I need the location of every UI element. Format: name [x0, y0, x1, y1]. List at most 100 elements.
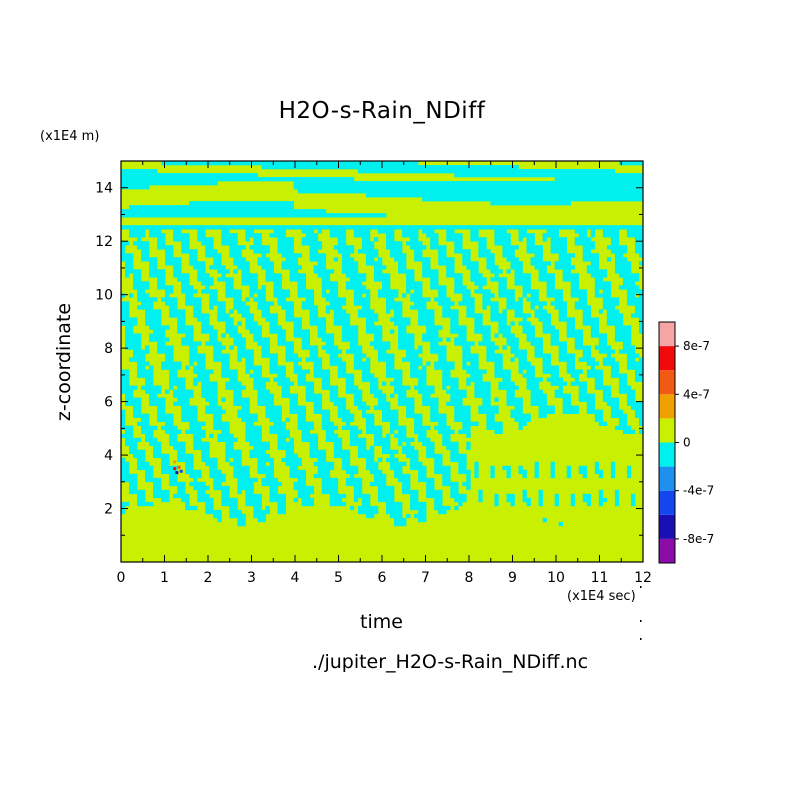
field-negative-cell [237, 489, 242, 495]
field-negative-cell [357, 509, 379, 515]
field-negative-cell [450, 317, 459, 322]
field-negative-cell [454, 505, 459, 511]
field-negative-cell [602, 297, 620, 302]
field-negative-cell [125, 341, 142, 346]
field-negative-cell [297, 377, 307, 382]
field-negative-cell [506, 389, 515, 394]
field-negative-cell [189, 253, 198, 258]
field-negative-cell [289, 269, 298, 274]
field-negative-cell [582, 473, 588, 479]
field-negative-cell [542, 357, 551, 362]
field-negative-cell [121, 301, 130, 306]
field-negative-cell [265, 273, 282, 278]
field-negative-cell [357, 313, 379, 318]
field-negative-cell [462, 297, 475, 302]
field-negative-cell [361, 497, 371, 503]
field-negative-cell [141, 301, 154, 306]
field-negative-cell [137, 361, 150, 366]
field-negative-cell [590, 325, 600, 330]
field-negative-cell [181, 281, 190, 286]
field-negative-cell [277, 337, 286, 342]
field-negative-cell [586, 405, 596, 410]
field-negative-cell [514, 309, 523, 314]
field-negative-cell [321, 417, 331, 422]
field-negative-cell [386, 505, 403, 511]
field-negative-cell [225, 329, 238, 334]
field-negative-cell [414, 385, 435, 390]
field-negative-cell [466, 369, 487, 374]
field-negative-cell [446, 389, 467, 394]
field-negative-cell [586, 409, 604, 414]
field-negative-cell [514, 277, 531, 282]
field-negative-cell [345, 477, 363, 483]
field-negative-cell [438, 261, 455, 266]
field-negative-cell [373, 265, 387, 270]
field-negative-cell [225, 321, 234, 326]
field-negative-cell [466, 485, 471, 491]
field-negative-cell [474, 325, 491, 330]
field-negative-cell [313, 361, 323, 366]
field-negative-cell [614, 497, 620, 503]
field-negative-cell [209, 433, 214, 438]
field-negative-cell [201, 453, 210, 459]
field-negative-cell [550, 469, 555, 475]
field-negative-cell [558, 253, 576, 258]
field-negative-cell [213, 353, 230, 358]
field-negative-cell [438, 421, 447, 426]
field-negative-cell [149, 397, 166, 402]
y-tick-label: 10 [95, 288, 113, 304]
field-negative-cell [353, 401, 367, 406]
field-negative-cell [498, 385, 519, 390]
field-negative-cell [598, 501, 604, 507]
field-negative-cell [217, 517, 222, 523]
field-negative-cell [586, 361, 600, 366]
field-negative-cell [121, 413, 126, 418]
field-negative-cell [245, 297, 250, 302]
field-negative-cell [454, 405, 471, 410]
field-negative-cell [201, 241, 214, 246]
field-negative-cell [221, 361, 230, 366]
field-negative-cell [406, 413, 423, 418]
field-negative-cell [434, 365, 455, 370]
field-negative-cell [390, 461, 407, 467]
field-negative-cell [125, 325, 134, 330]
field-negative-cell [201, 389, 218, 394]
field-negative-cell [261, 353, 278, 358]
field-negative-cell [181, 285, 194, 290]
field-negative-cell [137, 493, 146, 499]
field-negative-cell [442, 373, 451, 378]
field-negative-cell [349, 341, 359, 346]
field-negative-cell [305, 297, 315, 302]
field-negative-cell [293, 485, 315, 491]
x-tick-label: 11 [591, 570, 609, 586]
field-negative-cell [121, 385, 138, 390]
field-negative-cell [410, 237, 419, 242]
field-negative-cell [470, 229, 479, 234]
field-negative-cell [161, 425, 178, 430]
field-negative-cell [618, 377, 628, 382]
field-negative-cell [398, 345, 415, 350]
field-negative-cell [277, 297, 286, 302]
field-negative-cell [265, 405, 282, 410]
field-negative-cell [394, 433, 407, 438]
field-negative-cell [213, 257, 222, 262]
field-negative-cell [153, 329, 166, 334]
field-negative-cell [177, 453, 194, 459]
field-negative-cell [313, 405, 323, 410]
field-negative-cell [209, 469, 222, 475]
field-negative-cell [426, 493, 443, 499]
field-negative-cell [221, 241, 238, 246]
field-negative-cell [245, 365, 262, 370]
field-negative-cell [221, 369, 238, 374]
field-negative-cell [241, 417, 258, 422]
field-negative-cell [137, 497, 146, 503]
field-negative-cell [189, 345, 198, 350]
field-negative-cell [598, 497, 608, 503]
field-negative-cell [305, 357, 323, 362]
field-negative-cell [526, 333, 535, 338]
field-negative-cell [257, 465, 274, 471]
field-negative-cell [289, 405, 307, 410]
field-negative-cell [277, 433, 290, 438]
field-negative-cell [450, 493, 467, 499]
field-negative-cell [382, 413, 399, 418]
